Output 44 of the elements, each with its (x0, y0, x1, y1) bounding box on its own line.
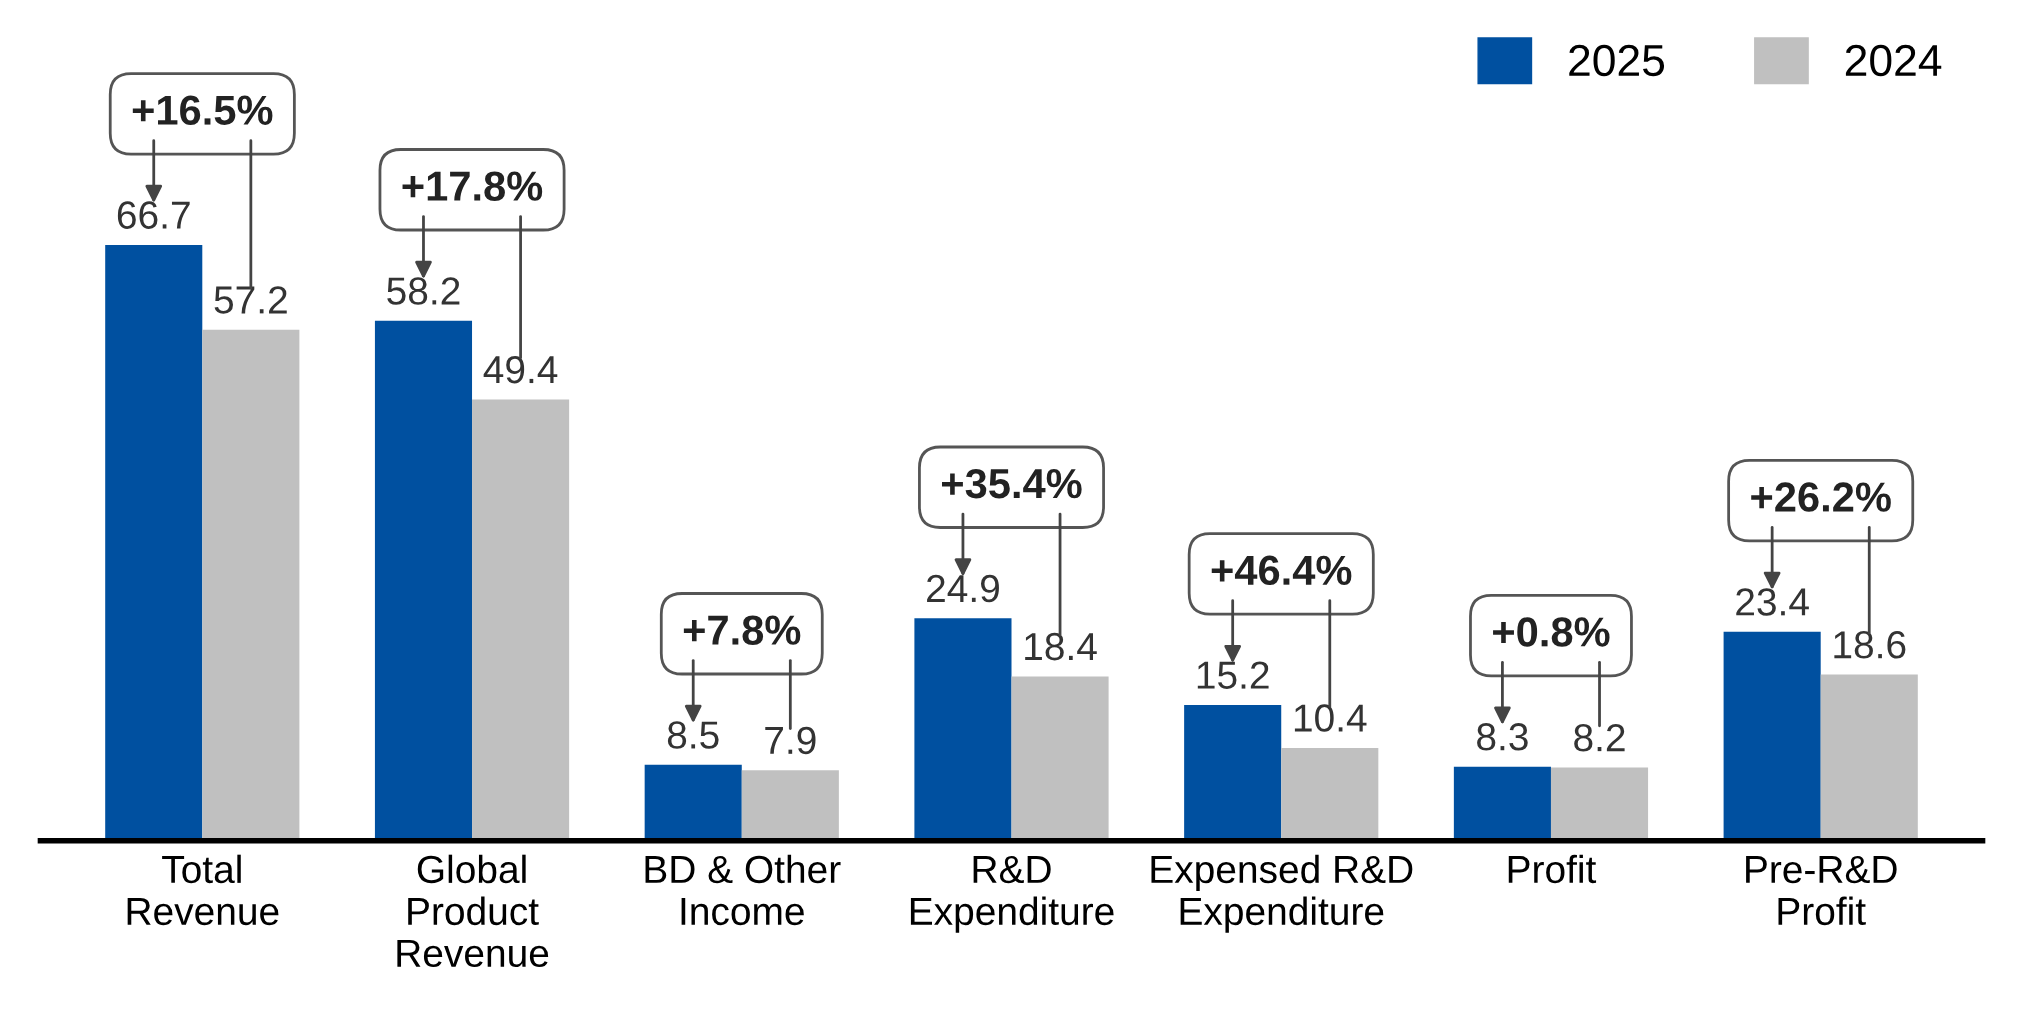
data-label: 24.9 (927, 574, 999, 603)
legend-label: 2024 (1845, 44, 1942, 77)
legend-label: 2025 (1569, 44, 1665, 77)
data-label: 49.4 (483, 355, 558, 384)
data-label: 66.7 (117, 201, 190, 229)
data-label: 7.9 (765, 726, 816, 755)
annotation: +0.8% (1493, 617, 1610, 647)
annotation: +35.4% (942, 468, 1082, 499)
bar (644, 764, 742, 841)
bar (105, 244, 203, 841)
annotation: +17.8% (402, 171, 543, 201)
bar (1550, 767, 1649, 841)
data-label: 57.2 (214, 286, 287, 314)
x-tick-label: Global Product Revenue (397, 854, 549, 968)
annotation: +46.4% (1211, 555, 1352, 586)
data-label: 23.4 (1736, 588, 1809, 616)
data-label: 58.2 (387, 277, 460, 305)
annotation: +16.5% (132, 95, 273, 125)
annotation: +7.8% (683, 615, 801, 645)
x-tick-label: Total Revenue (127, 854, 279, 926)
bar (472, 399, 570, 841)
data-label: 8.3 (1477, 723, 1528, 751)
x-tick-label: R&D Expenditure (910, 855, 1114, 933)
data-label: 10.4 (1294, 704, 1367, 732)
bar (374, 320, 473, 841)
bar (1011, 676, 1109, 841)
annotation: +26.2% (1751, 482, 1891, 512)
x-tick-label: Expensed R&D Expenditure (1151, 854, 1413, 933)
bar (1723, 631, 1821, 841)
bar (741, 770, 839, 841)
data-label: 15.2 (1197, 661, 1269, 689)
bar (1281, 747, 1379, 841)
bar (914, 618, 1012, 841)
x-tick-label: BD & Other Income (645, 854, 841, 926)
data-label: 8.2 (1574, 723, 1625, 752)
bar (1184, 705, 1282, 841)
data-label: 18.6 (1834, 631, 1906, 659)
bar (1820, 674, 1918, 841)
x-tick-label: Pre-R&D Profit (1746, 855, 1897, 926)
data-label: 18.4 (1025, 632, 1097, 661)
x-tick-label: Profit (1508, 854, 1597, 884)
data-label: 8.5 (667, 721, 719, 749)
bar (202, 329, 300, 841)
bar (1453, 766, 1551, 841)
